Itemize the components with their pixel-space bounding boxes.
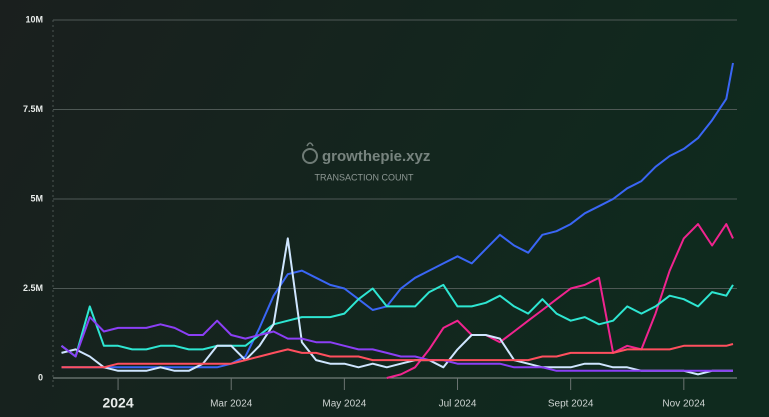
series-line: [61, 343, 734, 369]
x-tick-label: 2024: [102, 395, 133, 411]
watermark-logo: [302, 142, 318, 164]
series-line: [60, 283, 734, 358]
series-line: [61, 237, 733, 376]
y-tick-label: 10M: [25, 14, 43, 24]
y-tick-label: 0: [38, 372, 43, 382]
x-tick-label: Mar 2024: [210, 399, 253, 410]
y-tick-label: 5M: [30, 193, 43, 203]
grid: [53, 19, 737, 390]
watermark: growthepie.xyz: [322, 148, 430, 165]
lines: [60, 62, 734, 379]
labels: 0 2.5M 5M 7.5M 10M 2024 Mar 2024 May 2024 Jul 20…: [23, 14, 706, 410]
series-line: [61, 62, 734, 369]
series-line: [60, 316, 733, 372]
y-tick-label: 7.5M: [23, 104, 43, 114]
x-tick-label: May 2024: [322, 399, 366, 410]
chart-title: TRANSACTION COUNT: [315, 172, 415, 182]
x-tick-label: Nov 2024: [662, 399, 705, 410]
x-tick-label: Jul 2024: [439, 399, 477, 410]
series-line: [386, 223, 734, 379]
x-tick-label: Sept 2024: [548, 399, 594, 410]
y-tick-label: 2.5M: [23, 283, 43, 293]
